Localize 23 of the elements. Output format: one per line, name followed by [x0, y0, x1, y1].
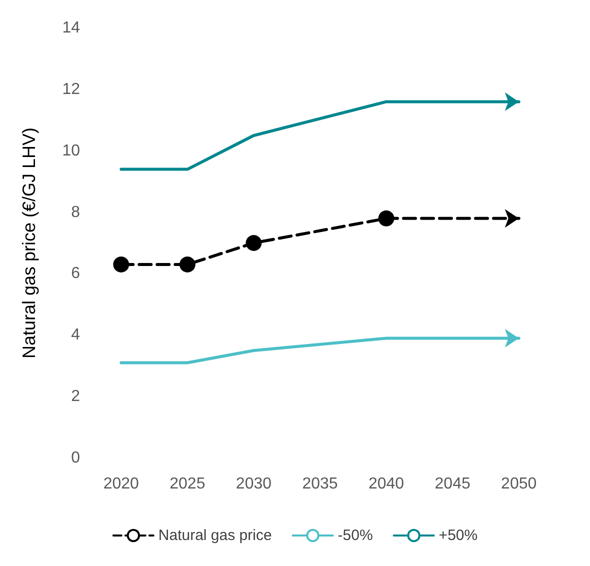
y-tick-label: 0 [71, 450, 80, 466]
y-tick-label: 8 [71, 204, 80, 221]
x-tick-label: 2025 [170, 476, 206, 492]
point [113, 256, 130, 272]
y-tick-label: 12 [62, 80, 80, 98]
point [504, 92, 519, 112]
x-tick-label: 2030 [236, 476, 272, 492]
legend-label: +50% [438, 527, 478, 544]
x-tick-label: 2020 [103, 476, 140, 492]
y-tick-label: 4 [71, 326, 80, 344]
y-axis-title: Natural gas price (€/GJ LHV) [19, 127, 39, 359]
x-tick-label: 2050 [501, 476, 537, 492]
y-tick-label: 2 [71, 388, 80, 406]
x-tick-label: 2035 [302, 476, 338, 492]
legend-label: -50% [338, 527, 373, 544]
point [504, 328, 519, 348]
x-tick-label: 2040 [368, 476, 404, 492]
point [179, 256, 196, 272]
x-tick-label: 2045 [434, 476, 470, 492]
y-tick-label: 10 [62, 142, 80, 160]
legend-label: Natural gas price [158, 527, 272, 544]
y-tick-label: 6 [71, 265, 80, 282]
y-tick-label: 14 [62, 20, 80, 36]
